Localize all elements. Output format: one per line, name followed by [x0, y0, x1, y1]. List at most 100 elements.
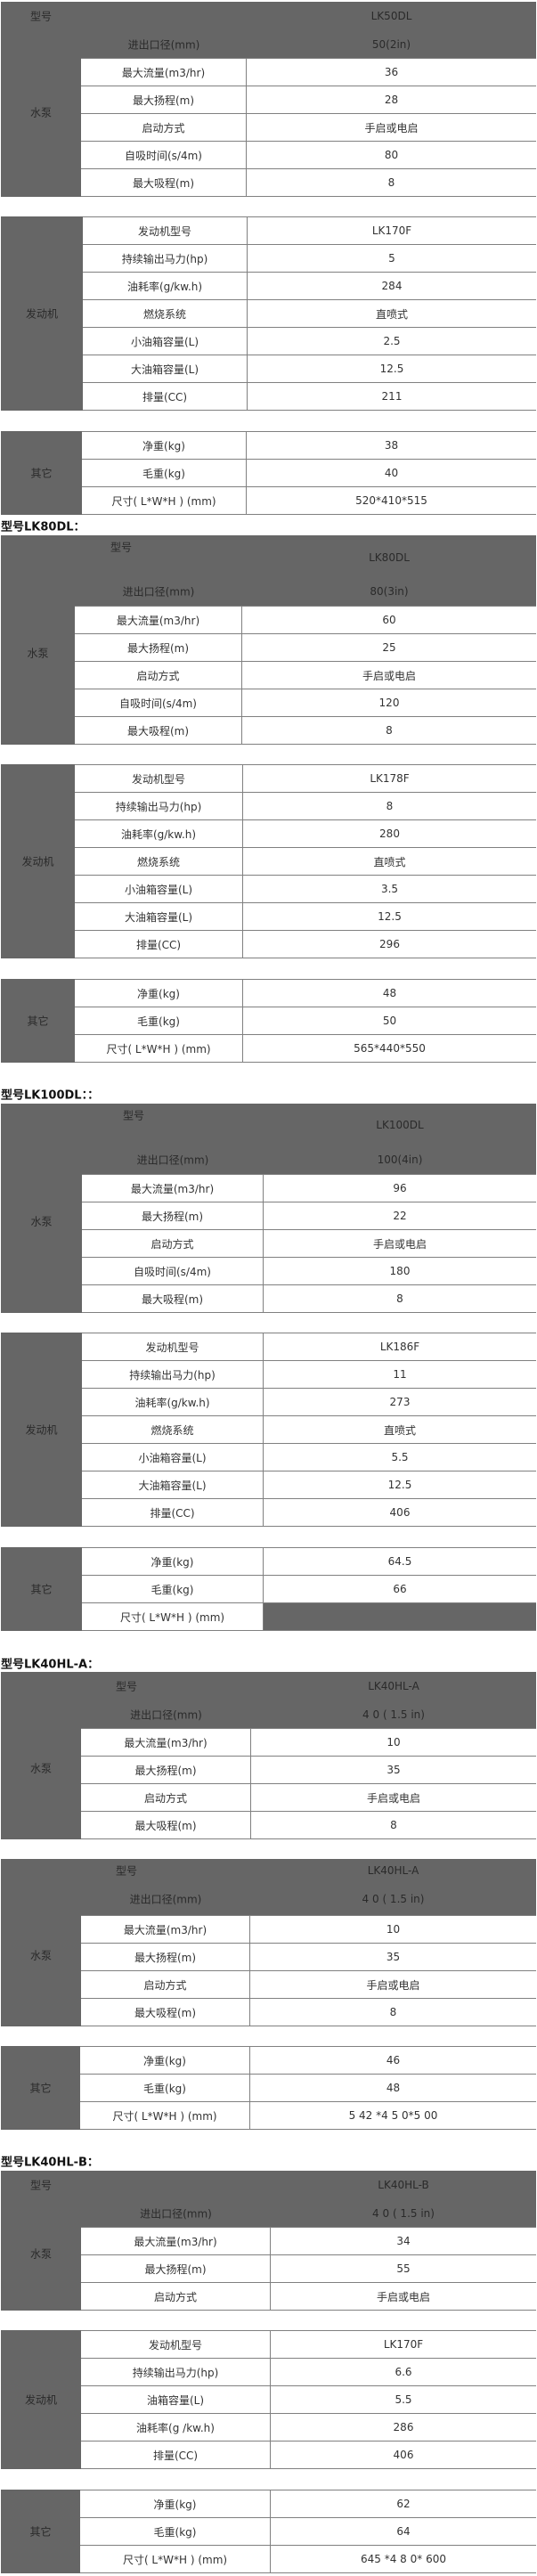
table-row: 最大扬程(m) 35	[1, 1943, 536, 1970]
spec-table: 型号 LK40HL-A 进出口径(mm) 4 0 ( 1.5 in) 水泵 最大流量(m3…	[1, 1859, 536, 2026]
table-row: 大油箱容量(L) 12.5	[1, 1471, 536, 1498]
row-value: 12.5	[264, 1471, 536, 1498]
spec-table: 型号 LK40HL-A 进出口径(mm) 4 0 ( 1.5 in) 水泵 最大流量(m3…	[1, 1672, 536, 1839]
table-row: 尺寸( L*W*H ) (mm) 5 42 *4 5 0*5 00	[1, 2101, 536, 2129]
row-value: 8	[247, 168, 536, 196]
group-label: 发动机	[21, 855, 54, 868]
table-row: 排量(CC) 406	[1, 1498, 536, 1526]
row-label: 最大流量(m3/hr)	[81, 2227, 271, 2254]
table-bottom-border	[81, 1838, 536, 1839]
table-row: 持续输出马力(hp) 11	[1, 1360, 536, 1388]
table-row: 发动机型号 LK178F	[1, 764, 536, 792]
row-value: 80	[247, 141, 536, 168]
table-bottom-border	[75, 744, 536, 745]
row-label: 毛重(kg)	[80, 2517, 271, 2545]
row-value: 直喷式	[264, 1415, 536, 1443]
table-bottom-border	[82, 1312, 536, 1313]
row-value: 284	[248, 272, 536, 299]
spec-table: 其它 净重(kg) 38 毛重(kg) 40 尺寸( L*W*H ) (mm) 520*41…	[1, 431, 536, 515]
row-value: 手启或电启	[242, 661, 536, 689]
row-value: 66	[264, 1575, 536, 1602]
row-value: 34	[271, 2227, 536, 2254]
row-label: 排量(CC)	[83, 382, 248, 410]
group-label: 水泵	[29, 106, 53, 118]
table-row: 油箱容量(L) 5.5	[1, 2385, 536, 2413]
row-value: 565*440*550	[243, 1034, 536, 1062]
row-label: 最大吸程(m)	[81, 168, 247, 196]
row-value: 6.6	[271, 2358, 536, 2385]
model-label: 型号	[110, 541, 133, 554]
row-label: 尺寸( L*W*H ) (mm)	[82, 486, 247, 514]
table-bottom-border	[80, 2572, 536, 2573]
row-value: 8	[243, 792, 536, 819]
table-row: 尺寸( L*W*H ) (mm) 520*410*515	[1, 486, 536, 514]
row-label: 最大吸程(m)	[82, 1284, 264, 1312]
section-heading: 型号LK40HL-B：	[1, 2156, 99, 2170]
row-value: 48	[250, 2074, 536, 2101]
table-row: 油耗率(g /kw.h) 286	[1, 2413, 536, 2441]
row-value: 35	[251, 1756, 536, 1783]
row-value: 120	[242, 689, 536, 716]
row-label: 最大流量(m3/hr)	[75, 606, 242, 633]
table-row: 发动机型号 LK170F	[1, 216, 536, 244]
table-row: 净重(kg) 64.5	[1, 1547, 536, 1575]
row-value: 直喷式	[243, 847, 536, 875]
spec-table: 型号 LK100DL 进出口径(mm) 100(4in) 水泵 最大流量(m3/hr) 96…	[1, 1104, 536, 1313]
row-label: 启动方式	[81, 113, 247, 141]
row-value: 手启或电启	[250, 1970, 536, 1998]
spec-table: 发动机 发动机型号 LK170F 持续输出马力(hp) 5 油耗率(g/kw.h) 284 燃…	[1, 216, 536, 411]
table-bottom-border	[82, 1630, 536, 1631]
row-label: 启动方式	[81, 1783, 251, 1811]
spec-table: 型号 LK80DL 进出口径(mm) 80(3in) 水泵 最大流量(m3/hr) 60 最大…	[1, 535, 536, 745]
group-label: 其它	[29, 2525, 52, 2539]
spec-table: 型号 LK40HL-B 进出口径(mm) 4 0 ( 1.5 in) 水泵 最大流量(m3…	[1, 2171, 536, 2311]
table-row: 小油箱容量(L) 3.5	[1, 875, 536, 902]
row-label: 启动方式	[81, 2282, 271, 2310]
row-label: 大油箱容量(L)	[83, 355, 248, 382]
row-label: 发动机型号	[82, 1333, 264, 1360]
bore-value: 50(2in)	[371, 38, 411, 51]
table-bottom-border	[81, 2310, 536, 2311]
row-label: 小油箱容量(L)	[82, 1443, 264, 1471]
table-row: 最大扬程(m) 22	[1, 1202, 536, 1229]
spec-table: 发动机 发动机型号 LK178F 持续输出马力(hp) 8 油耗率(g/kw.h) 280 燃…	[1, 764, 536, 958]
spec-table: 其它 净重(kg) 46 毛重(kg) 48 尺寸( L*W*H ) (mm) 5 42 *…	[1, 2046, 536, 2130]
model-label: 型号	[115, 1864, 138, 1878]
group-label: 其它	[30, 467, 53, 480]
row-value: 50	[243, 1007, 536, 1034]
table-row: 小油箱容量(L) 5.5	[1, 1443, 536, 1471]
group-label: 发动机	[25, 1423, 58, 1437]
row-value: 5	[248, 244, 536, 272]
row-label: 尺寸( L*W*H ) (mm)	[80, 2101, 250, 2129]
row-label: 最大流量(m3/hr)	[81, 58, 247, 86]
table-row: 启动方式 手启或电启	[1, 2282, 536, 2310]
model-value: LK40HL-A	[367, 1864, 419, 1877]
row-value: 520*410*515	[247, 486, 536, 514]
row-value: 64	[271, 2517, 536, 2545]
group-label: 水泵	[27, 647, 49, 659]
row-value: LK170F	[248, 216, 536, 244]
table-row: 最大吸程(m) 8	[1, 1811, 536, 1838]
spec-table: 其它 净重(kg) 64.5 毛重(kg) 66 尺寸( L*W*H ) (mm)	[1, 1547, 536, 1631]
table-row: 燃烧系统 直喷式	[1, 299, 536, 327]
row-label: 油耗率(g/kw.h)	[75, 819, 243, 847]
row-label: 最大吸程(m)	[75, 716, 242, 744]
table-row: 大油箱容量(L) 12.5	[1, 355, 536, 382]
table-row: 燃烧系统 直喷式	[1, 1415, 536, 1443]
group-label: 其它	[30, 1583, 53, 1596]
row-label: 净重(kg)	[80, 2490, 271, 2517]
row-label: 毛重(kg)	[80, 2074, 250, 2101]
row-value: 5.5	[271, 2385, 536, 2413]
table-row: 启动方式 手启或电启	[1, 1783, 536, 1811]
row-value: 2.5	[248, 327, 536, 355]
row-label: 尺寸( L*W*H ) (mm)	[80, 2545, 271, 2572]
table-row: 排量(CC) 406	[1, 2441, 536, 2468]
row-label: 排量(CC)	[82, 1498, 264, 1526]
table-row: 毛重(kg) 64	[1, 2517, 536, 2545]
row-value: 40	[247, 459, 536, 486]
model-value: LK40HL-A	[368, 1680, 419, 1692]
model-value: LK50DL	[370, 10, 412, 22]
bore-label: 进出口径(mm)	[122, 585, 195, 599]
group-label: 其它	[27, 1015, 49, 1028]
table-bottom-border	[81, 196, 536, 197]
